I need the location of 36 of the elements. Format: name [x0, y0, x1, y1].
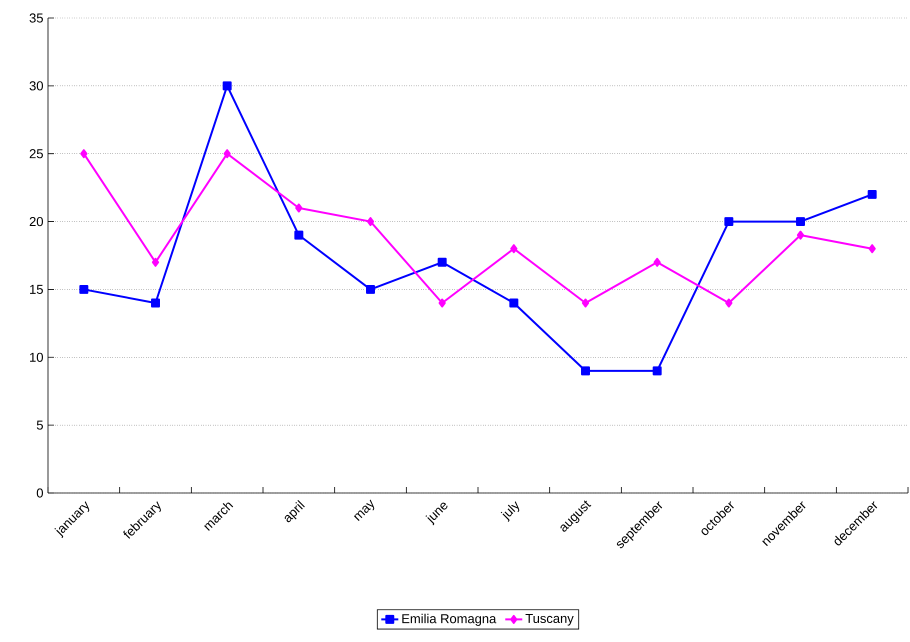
- point: [152, 258, 160, 267]
- point: [654, 258, 661, 267]
- point: [509, 298, 518, 308]
- point: [438, 258, 447, 267]
- point: [796, 217, 805, 226]
- legend-label: Emilia Romagna: [402, 614, 496, 626]
- point: [222, 81, 232, 90]
- legend-label: Tuscany: [526, 614, 574, 626]
- y-tick-label: 30: [30, 81, 43, 90]
- point: [366, 284, 375, 294]
- point: [582, 298, 590, 308]
- point: [510, 244, 518, 254]
- y-tick-label: 10: [30, 352, 43, 362]
- y-tick-label: 25: [30, 149, 43, 158]
- y-tick-label: 35: [30, 13, 43, 23]
- y-tick-label: 15: [30, 284, 43, 294]
- point: [868, 244, 876, 254]
- point: [151, 298, 160, 308]
- point: [725, 298, 732, 308]
- x-tick-label: july: [500, 501, 520, 522]
- point: [724, 217, 734, 226]
- y-tick-label: 20: [30, 216, 43, 226]
- point: [295, 204, 302, 212]
- point: [868, 190, 877, 199]
- point: [581, 366, 590, 376]
- point: [80, 149, 88, 158]
- point: [796, 230, 804, 240]
- point: [652, 366, 662, 376]
- point: [294, 230, 304, 240]
- point: [79, 284, 88, 294]
- point: [366, 217, 374, 226]
- y-tick-label: 5: [36, 420, 43, 430]
- y-tick-label: 0: [36, 488, 43, 498]
- point: [438, 298, 446, 308]
- point: [224, 149, 231, 158]
- x-tick-label: may: [354, 499, 374, 521]
